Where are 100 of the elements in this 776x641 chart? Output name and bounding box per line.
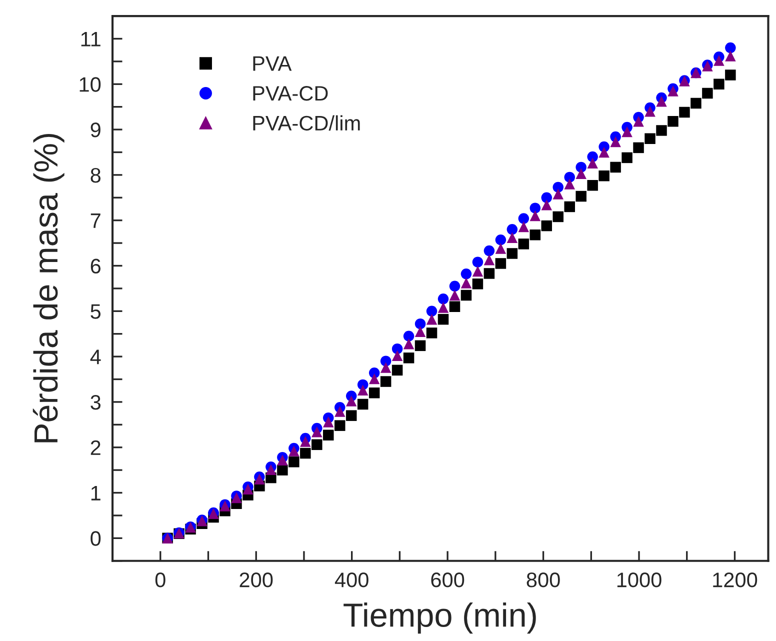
point	[426, 328, 438, 338]
x-tick-label: 200	[240, 572, 273, 588]
point	[357, 384, 368, 396]
point	[610, 162, 621, 173]
point	[679, 106, 690, 118]
point	[530, 202, 541, 214]
point	[277, 454, 288, 466]
x-tick-label: 600	[431, 572, 464, 588]
point	[668, 86, 678, 96]
point	[414, 326, 426, 337]
point	[644, 106, 656, 117]
point	[392, 364, 403, 376]
point	[530, 229, 541, 240]
point	[426, 314, 438, 325]
y-tick-label: 5	[90, 304, 101, 319]
point	[380, 376, 392, 387]
point	[323, 416, 334, 428]
point	[668, 116, 678, 127]
point	[312, 439, 322, 450]
point	[414, 318, 426, 330]
point	[506, 232, 518, 243]
x-tick-label: 0	[155, 572, 166, 588]
y-tick-label: 2	[90, 440, 100, 455]
point	[644, 133, 656, 144]
legend-label: PVA	[253, 56, 292, 71]
point	[495, 258, 506, 269]
point	[725, 42, 736, 54]
point	[506, 248, 518, 259]
y-tick-label: 8	[90, 168, 101, 183]
y-tick-label: 9	[90, 122, 100, 138]
point	[300, 436, 311, 447]
point	[334, 420, 346, 431]
point	[472, 266, 484, 277]
point	[518, 221, 530, 232]
y-tick-label: 0	[90, 531, 101, 546]
point	[346, 396, 357, 406]
point	[598, 170, 610, 182]
point	[622, 126, 632, 138]
point	[346, 410, 357, 421]
point	[714, 78, 724, 90]
point	[449, 301, 460, 312]
point	[426, 306, 438, 317]
point	[403, 352, 414, 364]
point	[690, 98, 702, 109]
point	[714, 55, 724, 66]
point	[484, 268, 495, 279]
y-tick-label: 6	[90, 258, 100, 274]
point	[414, 340, 426, 352]
point	[633, 142, 644, 154]
point	[725, 50, 736, 62]
point	[484, 254, 495, 266]
point	[288, 456, 300, 468]
legend-label: PVA-CD/lim	[253, 115, 360, 131]
point	[288, 446, 300, 456]
point	[576, 168, 586, 179]
point	[368, 388, 380, 398]
point	[541, 220, 552, 232]
point	[392, 350, 403, 362]
legend-label: PVA-CD	[253, 86, 328, 101]
x-axis-title: Tiempo (min)	[344, 602, 536, 634]
point	[460, 278, 472, 288]
point	[564, 172, 575, 183]
point	[368, 373, 380, 384]
point	[576, 190, 586, 202]
point	[552, 188, 564, 200]
point	[323, 430, 334, 440]
point	[484, 245, 495, 256]
point	[725, 70, 736, 80]
point	[702, 88, 713, 99]
point	[472, 278, 484, 290]
x-tick-label: 1000	[617, 572, 662, 588]
point	[552, 182, 564, 193]
point	[622, 152, 632, 164]
y-tick-label: 3	[90, 394, 100, 410]
point	[300, 448, 311, 459]
point	[438, 314, 449, 325]
point	[587, 180, 598, 191]
point	[598, 146, 610, 158]
x-tick-label: 1200	[713, 572, 758, 588]
point	[518, 238, 530, 250]
point	[357, 398, 368, 410]
point	[449, 280, 460, 292]
point	[254, 474, 265, 485]
x-tick-label: 400	[334, 572, 368, 588]
point	[530, 210, 541, 222]
point	[403, 338, 414, 350]
point	[380, 362, 392, 373]
point	[495, 243, 506, 254]
y-tick-label: 1	[91, 486, 100, 500]
point	[460, 290, 472, 301]
point	[633, 116, 644, 127]
point	[334, 406, 346, 417]
point	[242, 484, 254, 495]
x-tick-label: 800	[526, 572, 560, 588]
point	[587, 158, 598, 169]
point	[495, 234, 506, 246]
point	[506, 224, 518, 235]
y-tick-label: 10	[80, 77, 101, 92]
point	[392, 343, 403, 354]
point	[403, 330, 414, 342]
